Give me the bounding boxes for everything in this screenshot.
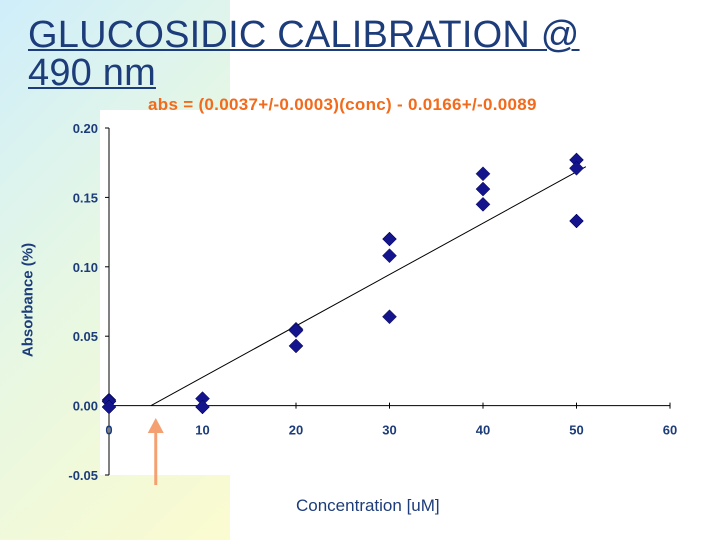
- data-point: [475, 196, 491, 212]
- data-points: [101, 152, 584, 415]
- data-point: [569, 213, 584, 229]
- x-tick-label: 50: [569, 423, 583, 438]
- title-line-2: 490 nm: [28, 52, 156, 94]
- tick-labels: 0 10 20 30 40 50 60 0.20 0.15 0.10 0.05 0.00 -0.05: [68, 121, 677, 483]
- fit-line-group: [150, 166, 587, 406]
- x-tick-label: 60: [663, 423, 677, 438]
- data-point: [382, 248, 397, 264]
- x-tick-label: 30: [382, 423, 396, 438]
- y-tick-label: 0.00: [73, 399, 98, 414]
- fit-line: [150, 166, 587, 406]
- x-tick-label: 0: [105, 423, 112, 438]
- y-tick-label: 0.10: [73, 260, 98, 275]
- data-point: [288, 338, 304, 354]
- x-tick-label: 10: [195, 423, 209, 438]
- y-tick-label: 0.05: [73, 329, 98, 344]
- data-point: [101, 399, 117, 415]
- arrow-group: [147, 418, 164, 485]
- data-point: [569, 160, 584, 176]
- plot-background: [100, 110, 720, 475]
- data-point: [288, 323, 304, 339]
- data-point: [382, 231, 397, 247]
- regression-equation: abs = (0.0037+/-0.0003)(conc) - 0.0166+/…: [148, 95, 537, 114]
- data-point: [475, 181, 491, 197]
- title-line-1: GLUCOSIDIC CALIBRATION @: [28, 14, 580, 56]
- arrow-head: [147, 418, 164, 433]
- x-axis-label: Concentration [uM]: [296, 496, 440, 515]
- y-axis-label: Absorbance (%): [19, 242, 37, 358]
- data-point: [475, 166, 491, 182]
- x-tick-label: 20: [289, 423, 303, 438]
- x-tick-label: 40: [476, 423, 490, 438]
- y-tick-label: 0.20: [73, 121, 98, 136]
- data-point: [195, 399, 210, 415]
- y-tick-label: 0.15: [73, 190, 98, 205]
- data-point: [382, 309, 397, 325]
- slide-title: GLUCOSIDIC CALIBRATION @ 490 nm: [28, 16, 580, 92]
- y-tick-label: -0.05: [68, 468, 98, 483]
